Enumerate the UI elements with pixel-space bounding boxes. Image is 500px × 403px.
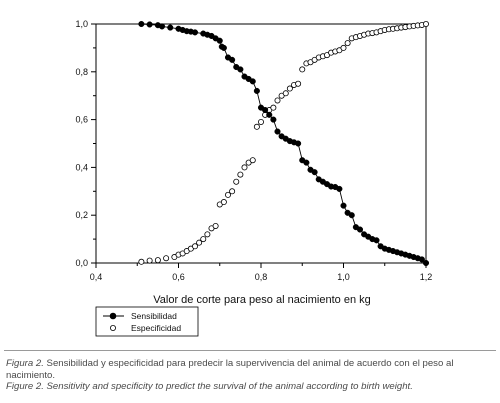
especificidad-point (237, 171, 244, 178)
sensibilidad-point (336, 185, 343, 192)
sensibilidad-point (229, 56, 236, 63)
chart: 0,4 0,6 0,8 1,0 1,2 0,0 0,2 0,4 0,6 0,8 1,0 Valor d… (75, 19, 433, 337)
sensibilidad-point (311, 169, 318, 176)
sensibilidad-point (216, 37, 223, 44)
sensibilidad-point (262, 106, 269, 114)
caption-figure-number: Figura 2. (6, 358, 44, 369)
especificidad-point (224, 191, 231, 198)
x-tick-label: 0,6 (172, 272, 185, 282)
y-tick-label: 1,0 (75, 19, 88, 29)
especificidad-point (191, 243, 198, 250)
sensibilidad-point (253, 87, 260, 94)
especificidad-point (220, 199, 227, 206)
y-tick-label: 0,4 (75, 162, 88, 172)
especificidad-point (299, 66, 306, 73)
especificidad-point (340, 44, 347, 51)
sensibilidad-line (141, 23, 427, 264)
x-tick-label: 1,0 (337, 272, 350, 282)
y-tick-label: 0,8 (75, 67, 88, 77)
caption-spanish-text: Sensibilidad y especificidad para predec… (6, 358, 454, 381)
especificidad-point (422, 20, 429, 27)
especificidad-point (344, 40, 351, 47)
legend-box (95, 306, 199, 337)
x-tick-label: 1,2 (420, 272, 433, 282)
especificidad-point (270, 104, 277, 111)
especificidad-point (204, 231, 211, 238)
especificidad-point (196, 239, 203, 246)
legend-marker-especificidad (110, 324, 117, 331)
sensibilidad-point (348, 212, 355, 219)
sensibilidad-point (146, 21, 153, 28)
legend-marker-sensibilidad (109, 312, 117, 320)
sensibilidad-point (237, 66, 244, 73)
especificidad-point (163, 255, 170, 262)
x-axis-label: Valor de corte para peso al nacimiento e… (153, 294, 370, 306)
x-tick-label: 0,4 (90, 272, 103, 282)
especificidad-point (138, 258, 145, 265)
especificidad-point (249, 157, 256, 164)
sensibilidad-point (266, 111, 273, 118)
legend-label-especificidad: Especificidad (131, 323, 181, 333)
sensibilidad-point (220, 44, 227, 51)
sensibilidad-point (422, 259, 430, 267)
y-tick-label: 0,0 (75, 258, 88, 268)
especificidad-point (200, 236, 207, 243)
sensibilidad-point (373, 237, 380, 244)
figure-caption: Figura 2. Sensibilidad y especificidad p… (6, 358, 496, 393)
y-tick-label: 0,6 (75, 115, 88, 125)
especificidad-point (146, 257, 153, 264)
sensibilidad-point (138, 20, 145, 28)
sensibilidad-point (270, 116, 277, 123)
sensibilidad-point (295, 140, 302, 147)
y-tick-label: 0,2 (75, 210, 88, 220)
especificidad-point (229, 188, 236, 195)
sensibilidad-point (340, 202, 347, 209)
caption-divider (4, 350, 496, 351)
legend-label-sensibilidad: Sensibilidad (131, 311, 177, 321)
sensibilidad-point (274, 128, 281, 135)
sensibilidad-point (249, 78, 256, 85)
caption-english: Figure 2. Sensitivity and specificity to… (6, 381, 413, 392)
x-tick-label: 0,8 (255, 272, 268, 282)
especificidad-point (253, 123, 260, 130)
especificidad-point (282, 90, 289, 97)
sensibilidad-point (303, 159, 310, 166)
especificidad-point (212, 222, 219, 229)
especificidad-point (233, 178, 240, 185)
especificidad-point (154, 257, 161, 264)
sensibilidad-point (167, 24, 174, 31)
sensibilidad-point (418, 256, 425, 263)
sensibilidad-point (191, 29, 199, 36)
especificidad-point (257, 118, 264, 125)
caption-spanish: Figura 2. Sensibilidad y especificidad p… (6, 358, 496, 381)
plot-frame (95, 23, 427, 264)
especificidad-point (274, 97, 281, 104)
sensibilidad-point (356, 226, 364, 233)
especificidad-point (295, 80, 302, 87)
especificidad-point (286, 85, 293, 92)
sensibilidad-point (158, 23, 166, 30)
especificidad-point (241, 164, 248, 171)
